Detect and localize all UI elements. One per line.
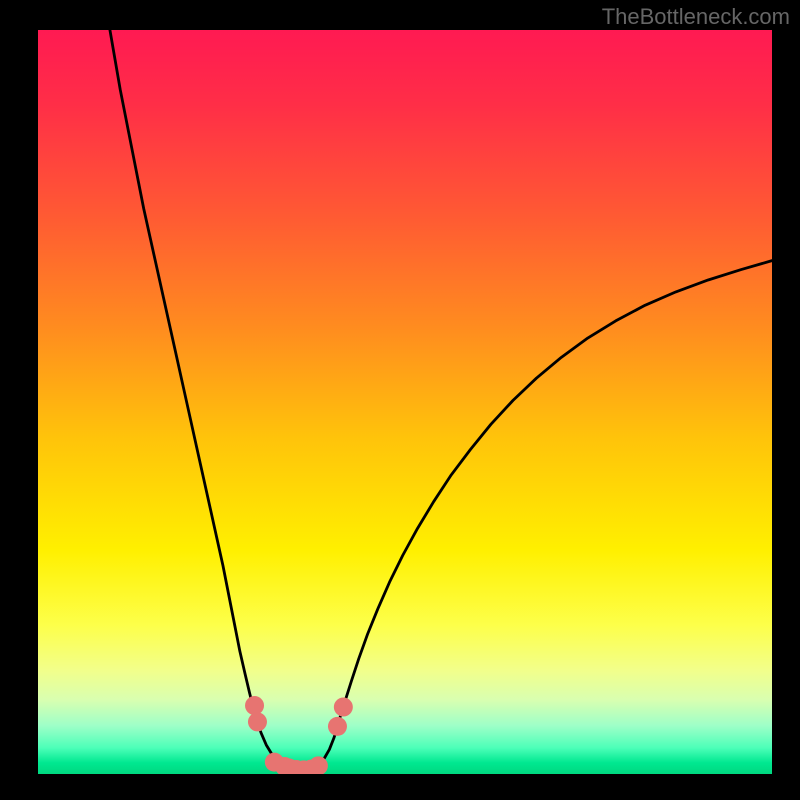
chart-plot-area bbox=[38, 30, 772, 774]
watermark-text: TheBottleneck.com bbox=[602, 4, 790, 30]
bottleneck-curve-chart bbox=[38, 30, 772, 774]
marker-point bbox=[328, 717, 347, 736]
marker-point bbox=[248, 712, 267, 731]
marker-point bbox=[334, 698, 353, 717]
marker-point bbox=[245, 696, 264, 715]
